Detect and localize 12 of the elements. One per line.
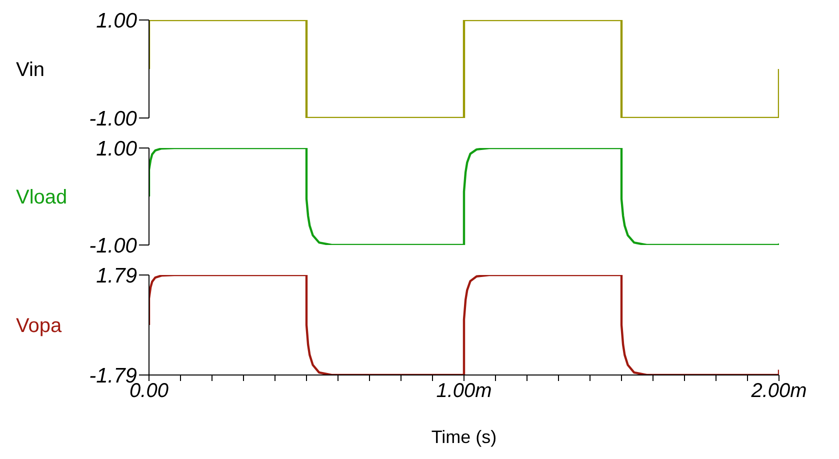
line-series xyxy=(149,148,779,245)
y-axis-title: Vload xyxy=(16,186,68,209)
x-tick-label: 2.00m xyxy=(750,380,807,402)
y-axis-title: Vin xyxy=(16,59,45,82)
x-tick-label: 1.00m xyxy=(436,380,492,402)
y-tick-label: -1.00 xyxy=(89,234,138,258)
y-tick-label: -1.00 xyxy=(89,107,138,130)
y-axis-title: Vopa xyxy=(16,315,62,338)
y-tick-label: 1.00 xyxy=(96,137,138,160)
y-tick-label: 1.00 xyxy=(96,9,138,32)
x-axis-title: Time (s) xyxy=(431,427,497,447)
y-tick-label: 1.79 xyxy=(96,264,138,288)
